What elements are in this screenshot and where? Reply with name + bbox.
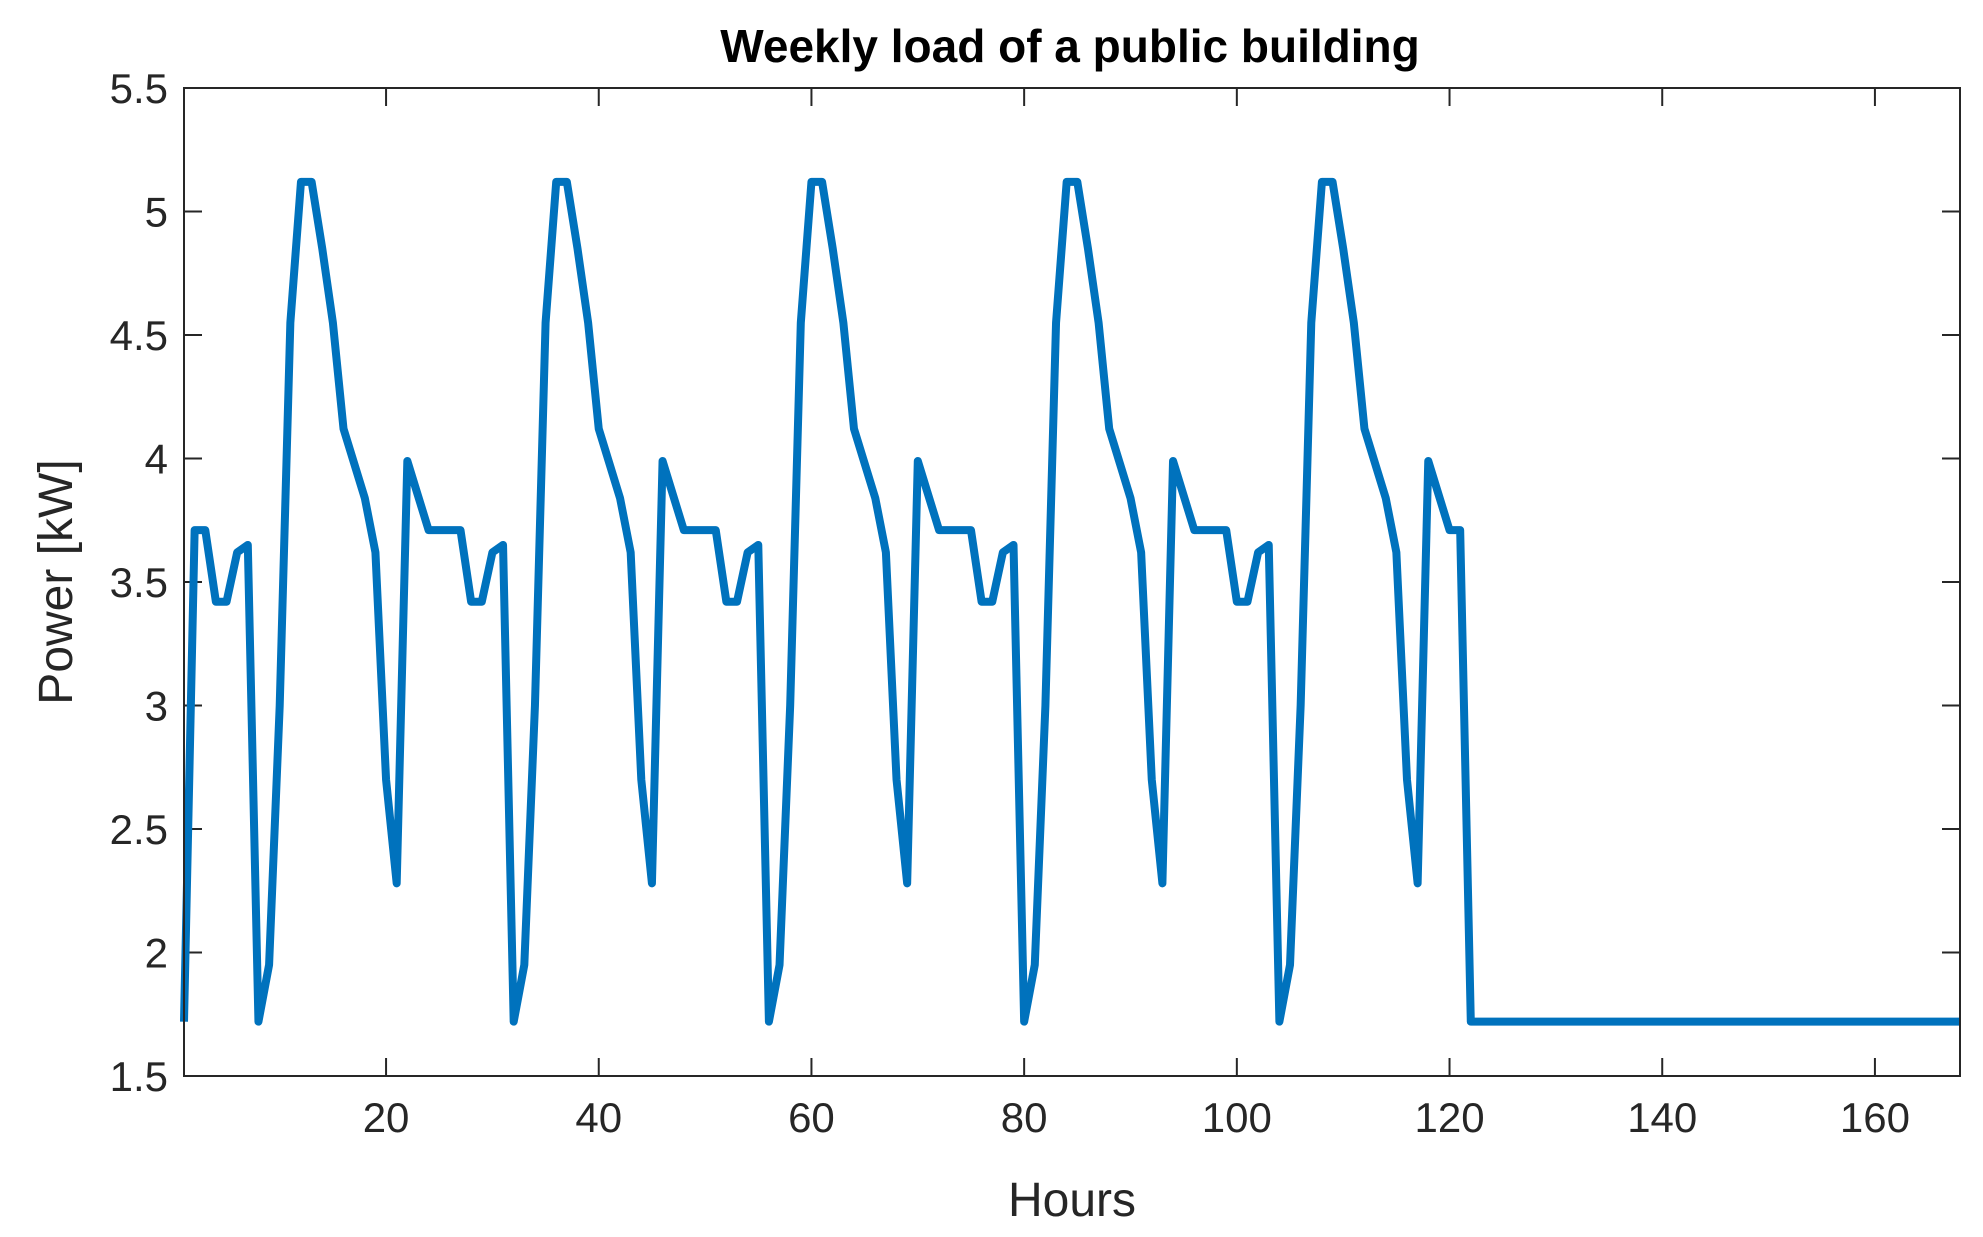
y-tick-label: 3 xyxy=(145,683,168,730)
x-tick-label: 40 xyxy=(575,1094,622,1141)
x-tick-label: 60 xyxy=(788,1094,835,1141)
y-tick-label: 2.5 xyxy=(110,806,168,853)
y-axis-label: Power [kW] xyxy=(30,459,83,704)
series-line xyxy=(180,177,1960,1026)
y-tick-label: 5 xyxy=(145,189,168,236)
y-axis: 1.5 2 2.5 3 3.5 4 4.5 5 5.5 xyxy=(110,65,1960,1100)
y-tick-label: 4 xyxy=(145,436,168,483)
y-tick-label: 3.5 xyxy=(110,559,168,606)
x-tick-label: 120 xyxy=(1414,1094,1484,1141)
x-tick-label: 160 xyxy=(1840,1094,1910,1141)
x-tick-label: 100 xyxy=(1202,1094,1272,1141)
x-axis-label: Hours xyxy=(1008,1174,1136,1227)
x-axis: 20 40 60 80 100 120 140 160 xyxy=(363,88,1910,1141)
x-tick-label: 20 xyxy=(363,1094,410,1141)
x-tick-label: 80 xyxy=(1001,1094,1048,1141)
y-tick-label: 5.5 xyxy=(110,65,168,112)
y-tick-label: 4.5 xyxy=(110,312,168,359)
plot-area xyxy=(184,88,1960,1076)
axes-box xyxy=(183,87,1961,1077)
y-tick-label: 1.5 xyxy=(110,1053,168,1100)
y-tick-label: 2 xyxy=(145,930,168,977)
chart-title: Weekly load of a public building xyxy=(720,20,1419,72)
x-tick-label: 140 xyxy=(1627,1094,1697,1141)
